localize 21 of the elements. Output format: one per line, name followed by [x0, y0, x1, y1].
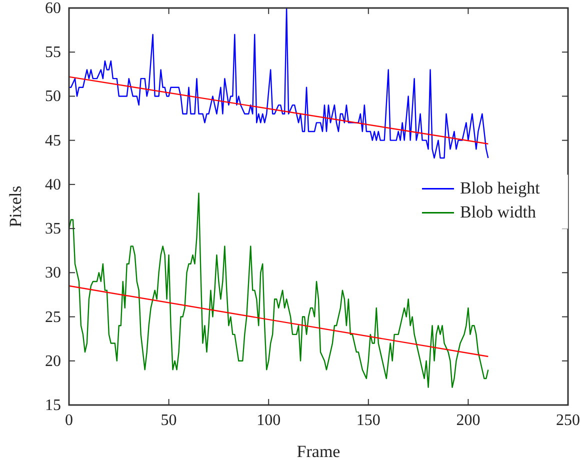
- x-axis-title: Frame: [296, 442, 340, 461]
- y-tick-label: 35: [45, 220, 61, 238]
- x-tick-label: 200: [456, 412, 480, 429]
- x-tick-label: 250: [556, 412, 580, 429]
- y-tick-label: 15: [45, 397, 61, 414]
- legend-label: Blob width: [460, 202, 537, 222]
- legend-label: Blob height: [460, 178, 540, 198]
- line-series: [68, 7, 489, 159]
- y-tick-label: 20: [45, 352, 61, 370]
- x-tick-label: 0: [65, 412, 73, 429]
- y-tick-label: 30: [45, 264, 61, 282]
- y-tick-label: 60: [45, 0, 61, 17]
- y-tick-label: 50: [45, 88, 61, 106]
- y-tick-label: 45: [45, 132, 61, 150]
- x-tick-label: 50: [160, 412, 177, 429]
- y-axis-title: Pixels: [6, 186, 25, 228]
- y-tick-label: 55: [45, 44, 61, 62]
- x-tick-label: 150: [356, 412, 380, 429]
- y-tick-label: 25: [45, 308, 61, 326]
- x-tick-label: 100: [256, 412, 281, 429]
- y-tick-label: 40: [45, 176, 61, 194]
